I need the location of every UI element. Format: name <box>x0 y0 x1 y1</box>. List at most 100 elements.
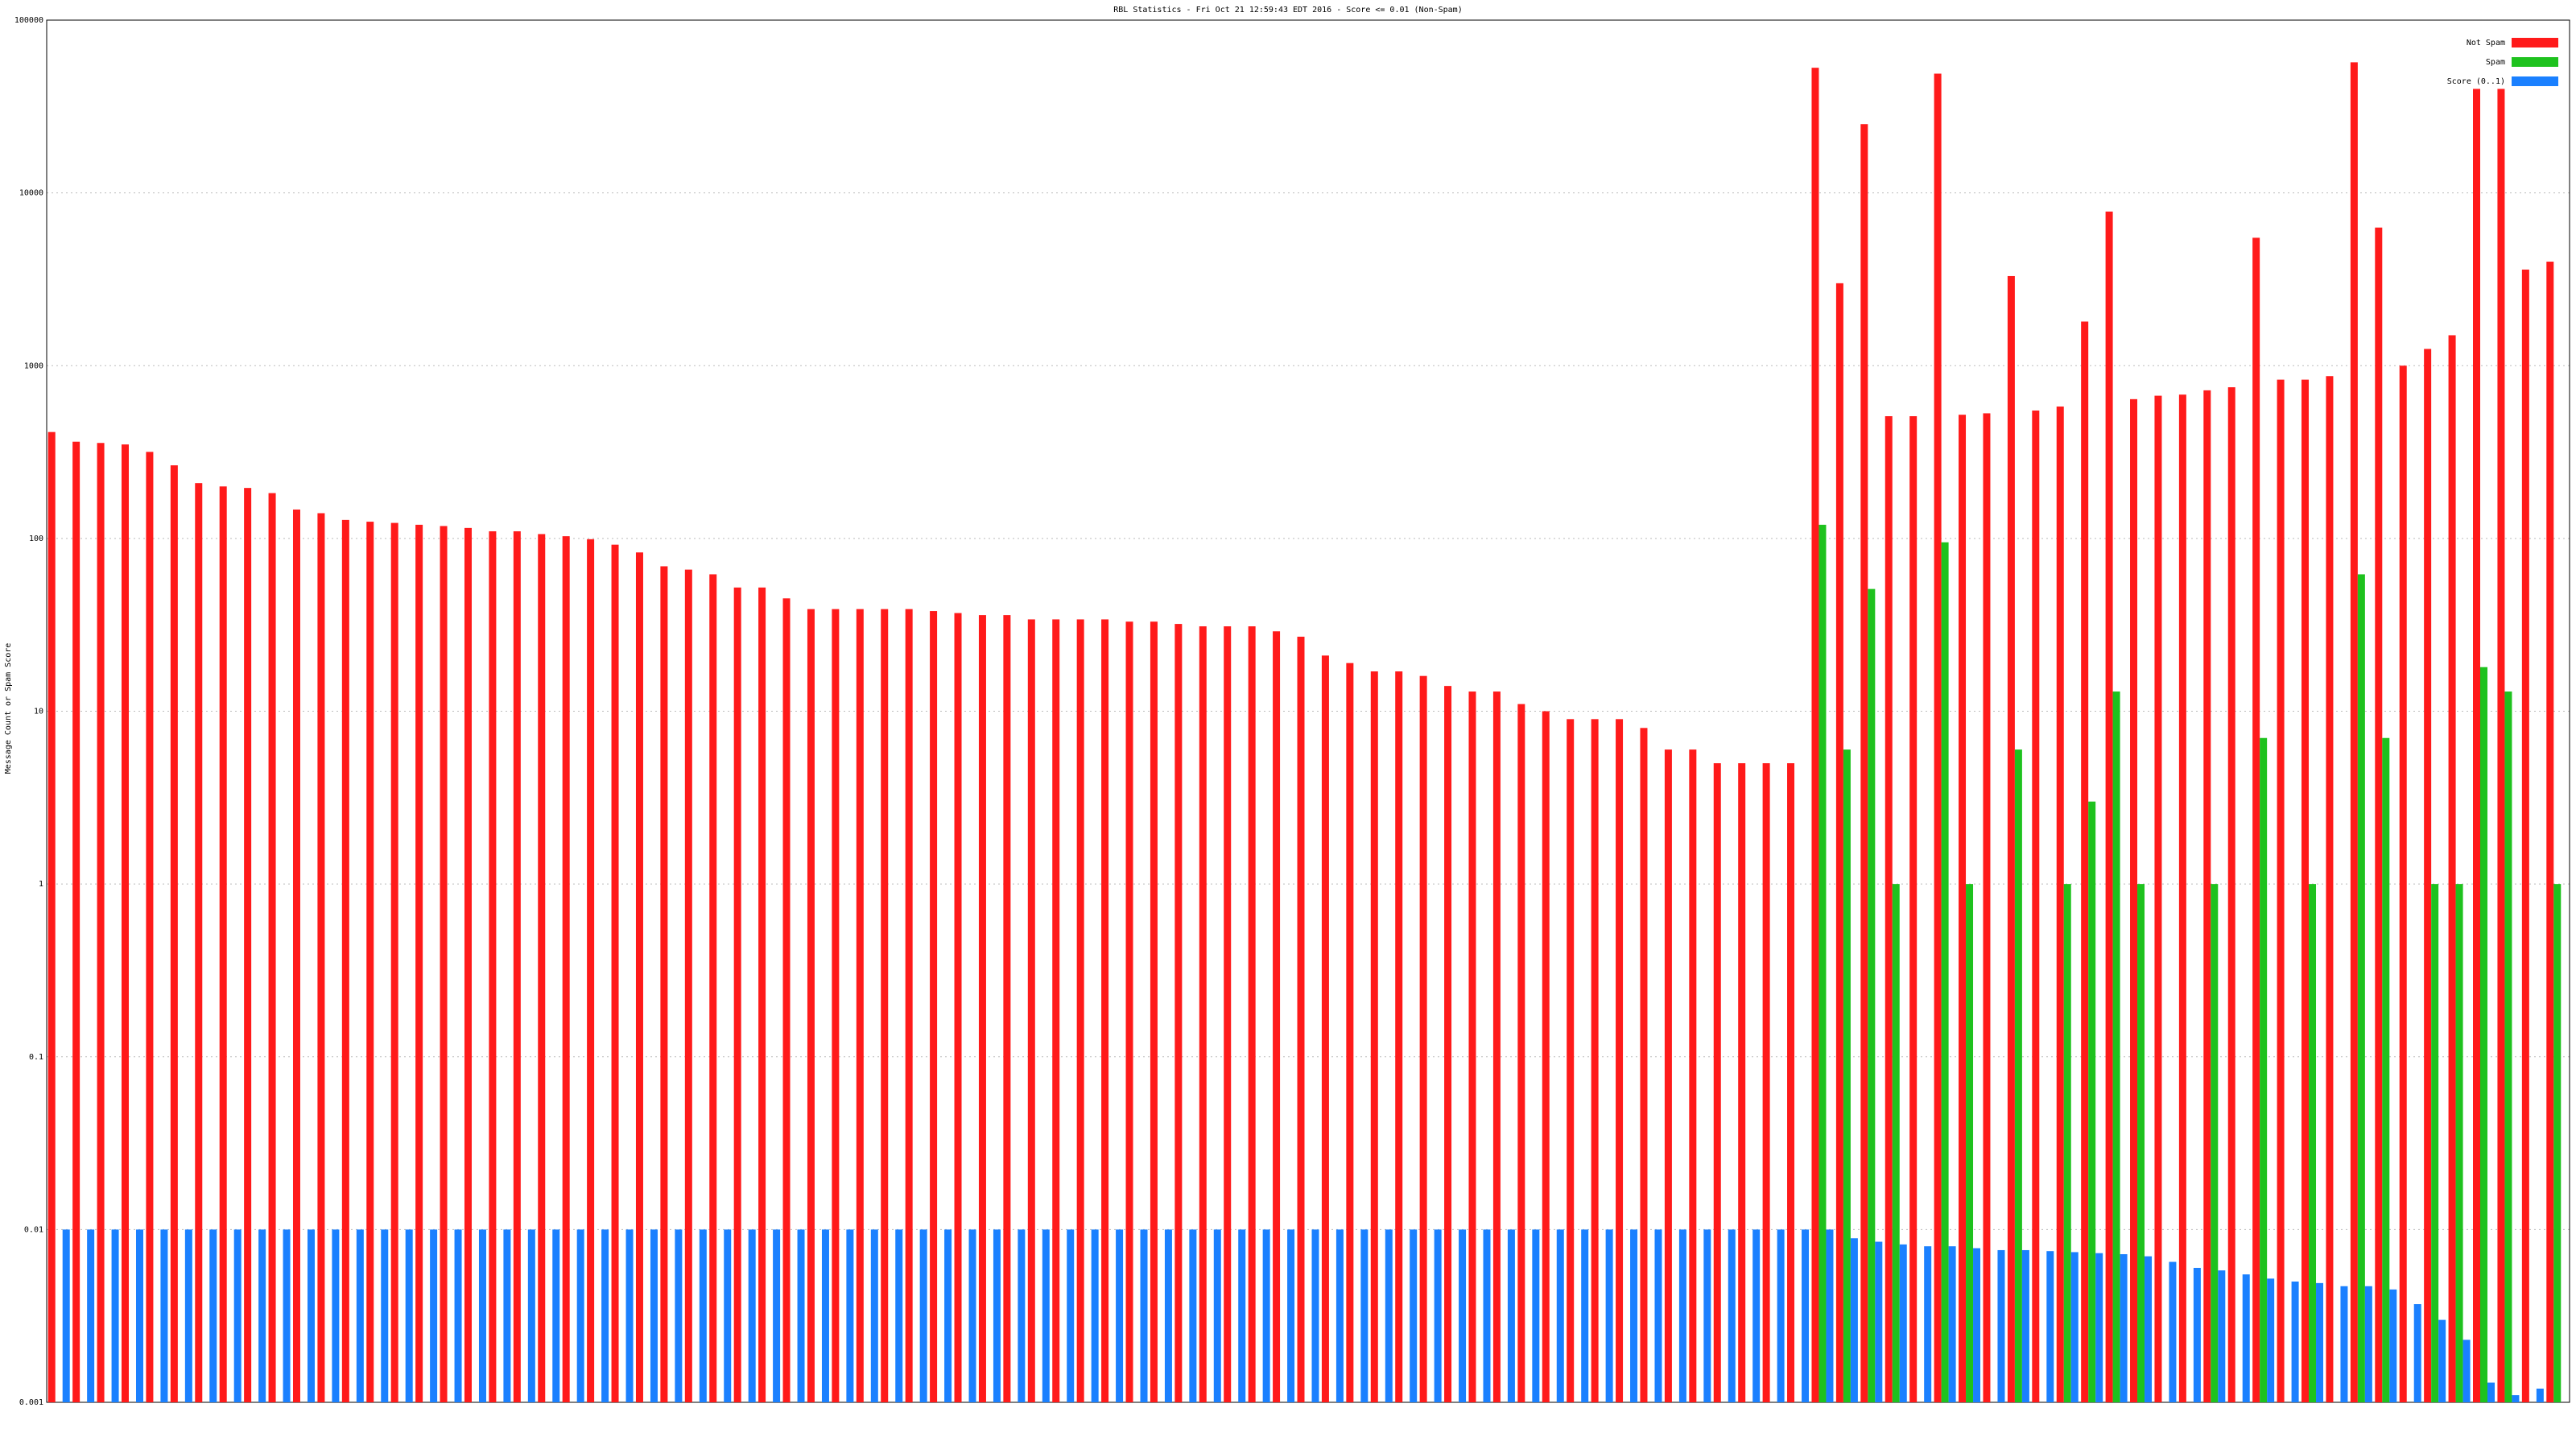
bar <box>2316 1282 2324 1402</box>
bar <box>2364 1286 2372 1402</box>
bar <box>1826 1229 1834 1402</box>
bar <box>1581 1229 1589 1402</box>
bar <box>2448 335 2456 1402</box>
bar <box>978 615 986 1402</box>
bar <box>2032 410 2040 1403</box>
bar <box>1052 619 1060 1402</box>
bar <box>968 1229 976 1402</box>
bar <box>307 1229 315 1402</box>
bar <box>195 483 203 1402</box>
bar <box>478 1229 486 1402</box>
bar <box>881 609 889 1402</box>
legend-swatch <box>2512 38 2558 47</box>
bar <box>733 587 741 1402</box>
bar <box>2504 691 2512 1402</box>
bar <box>1892 884 1900 1402</box>
bar <box>2480 667 2488 1402</box>
bar <box>2350 62 2358 1402</box>
bar <box>954 613 962 1402</box>
bar <box>2455 884 2463 1402</box>
bar <box>381 1229 389 1402</box>
bar <box>944 1229 952 1402</box>
bar <box>919 1229 927 1402</box>
bar <box>1616 719 1624 1402</box>
bar <box>2088 801 2096 1402</box>
bar <box>2178 394 2186 1403</box>
bar <box>1787 763 1795 1402</box>
bar <box>1003 615 1011 1402</box>
bar <box>1385 1229 1393 1402</box>
bar <box>440 526 448 1403</box>
bar <box>611 544 619 1403</box>
bar <box>1664 749 1672 1402</box>
bar <box>1321 655 1329 1402</box>
bar <box>1434 1229 1442 1402</box>
bar <box>62 1229 70 1402</box>
bar <box>1419 675 1427 1402</box>
bar <box>2413 1304 2421 1402</box>
bar <box>2497 89 2505 1403</box>
bar <box>797 1229 805 1402</box>
bar <box>2438 1319 2446 1402</box>
bar <box>184 1229 192 1402</box>
bar <box>1850 1238 1858 1402</box>
bar <box>2375 227 2383 1402</box>
bar <box>1591 719 1599 1402</box>
bar <box>1860 124 1868 1402</box>
bar <box>724 1229 732 1402</box>
bar <box>748 1229 756 1402</box>
bar <box>1174 624 1183 1402</box>
bar <box>1150 621 1158 1402</box>
bar <box>1492 691 1501 1402</box>
bar <box>2260 737 2268 1402</box>
y-tick-label: 0.1 <box>29 1053 43 1062</box>
bar <box>2081 321 2089 1402</box>
bar <box>244 488 252 1402</box>
bar <box>1997 1249 2005 1402</box>
bar <box>1654 1229 1662 1402</box>
bar <box>993 1229 1001 1402</box>
bar <box>2169 1261 2177 1402</box>
bar <box>1335 1229 1344 1402</box>
bar <box>2553 884 2562 1402</box>
bar <box>1941 542 1949 1403</box>
bar <box>1042 1229 1050 1402</box>
bar <box>1983 413 1991 1403</box>
bar <box>1262 1229 1270 1402</box>
bar <box>430 1229 438 1402</box>
bar <box>2145 1256 2153 1402</box>
bar <box>1973 1248 1981 1402</box>
bar <box>2070 1252 2079 1402</box>
bar <box>2267 1278 2275 1402</box>
bar <box>650 1229 658 1402</box>
bar <box>1248 626 1256 1402</box>
bar <box>1762 763 1770 1402</box>
bar <box>1532 1229 1540 1402</box>
bar <box>454 1229 462 1402</box>
bar <box>2112 691 2120 1402</box>
bar <box>1909 416 1918 1403</box>
bar <box>1116 1229 1124 1402</box>
bar <box>1713 763 1721 1402</box>
bar <box>317 513 325 1403</box>
bar <box>2291 1281 2299 1402</box>
bar <box>601 1229 609 1402</box>
plot-frame <box>46 19 2570 1403</box>
bar <box>2095 1253 2103 1402</box>
bar <box>1738 763 1746 1402</box>
bar <box>625 1229 634 1402</box>
bar <box>1273 631 1281 1402</box>
bar <box>675 1229 683 1402</box>
bar <box>684 569 692 1402</box>
legend-label: Score (0..1) <box>2447 77 2505 86</box>
bar <box>47 431 56 1402</box>
bar <box>1924 1246 1932 1402</box>
bar <box>332 1229 340 1402</box>
bar <box>2431 884 2439 1402</box>
bar <box>489 530 497 1402</box>
bar <box>2021 1249 2029 1402</box>
bar <box>1483 1229 1491 1402</box>
bar <box>1507 1229 1515 1402</box>
bar <box>1444 686 1452 1402</box>
bar <box>2120 1253 2128 1402</box>
